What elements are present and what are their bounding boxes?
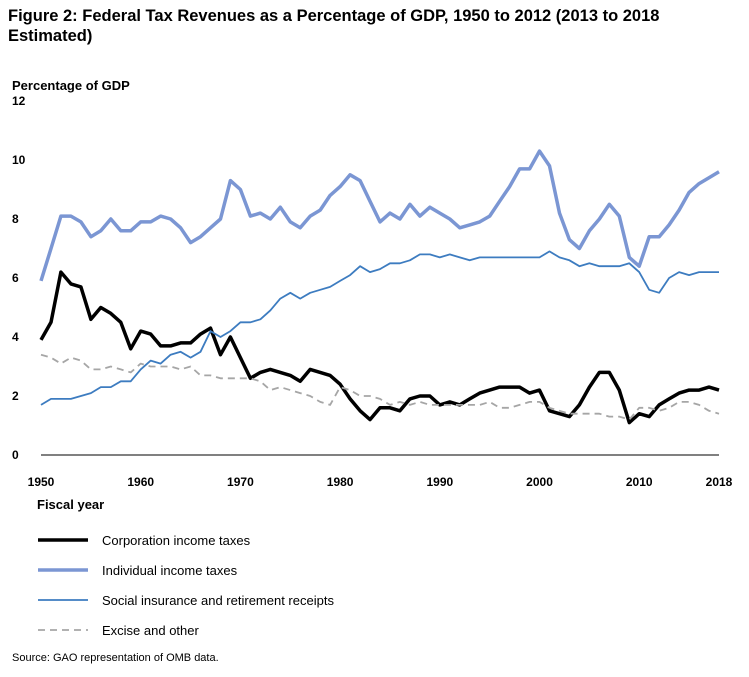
x-tick-label: 2018 bbox=[706, 475, 733, 489]
legend-label: Excise and other bbox=[102, 622, 199, 638]
y-tick-label: 4 bbox=[12, 330, 19, 344]
legend-swatch bbox=[38, 563, 88, 577]
x-tick-label: 1980 bbox=[327, 475, 354, 489]
legend-label: Corporation income taxes bbox=[102, 532, 251, 548]
series-line-4 bbox=[40, 353, 720, 421]
series-lines bbox=[39, 149, 720, 425]
legend-item: Corporation income taxes bbox=[38, 525, 334, 555]
legend-swatch bbox=[38, 623, 88, 637]
y-tick-label: 0 bbox=[12, 448, 19, 462]
y-tick-label: 6 bbox=[12, 271, 19, 285]
legend-item: Social insurance and retirement receipts bbox=[38, 585, 334, 615]
legend-swatch bbox=[38, 533, 88, 547]
legend-label: Individual income taxes bbox=[102, 562, 238, 578]
y-tick-label: 2 bbox=[12, 389, 19, 403]
line-chart: 0 2 4 6 8 10 12 1950 1960 1970 1980 1990 2000 2010 20… bbox=[12, 94, 733, 489]
x-tick-label: 2000 bbox=[526, 475, 553, 489]
legend-swatch bbox=[38, 593, 88, 607]
legend-item: Excise and other bbox=[38, 615, 334, 645]
legend: Corporation income taxes Individual incom… bbox=[38, 525, 334, 645]
y-tick-labels: 0 2 4 6 8 10 12 bbox=[12, 94, 26, 462]
y-axis-label: Percentage of GDP bbox=[12, 78, 130, 93]
legend-item: Individual income taxes bbox=[38, 555, 334, 585]
x-tick-label: 1960 bbox=[127, 475, 154, 489]
x-tick-label: 1990 bbox=[426, 475, 453, 489]
series-line-1 bbox=[39, 270, 720, 425]
source-note: Source: GAO representation of OMB data. bbox=[12, 652, 219, 664]
x-tick-labels: 1950 1960 1970 1980 1990 2000 2010 2018 bbox=[28, 475, 733, 489]
y-tick-label: 12 bbox=[12, 94, 26, 108]
x-tick-label: 1950 bbox=[28, 475, 55, 489]
series-line-3 bbox=[40, 250, 719, 406]
legend-label: Social insurance and retirement receipts bbox=[102, 592, 334, 608]
series-line-2 bbox=[39, 149, 720, 282]
y-tick-label: 8 bbox=[12, 212, 19, 226]
x-axis-label: Fiscal year bbox=[37, 497, 105, 512]
x-tick-label: 2010 bbox=[626, 475, 653, 489]
y-tick-label: 10 bbox=[12, 153, 26, 167]
chart-title: Figure 2: Federal Tax Revenues as a Perc… bbox=[8, 7, 660, 45]
x-tick-label: 1970 bbox=[227, 475, 254, 489]
